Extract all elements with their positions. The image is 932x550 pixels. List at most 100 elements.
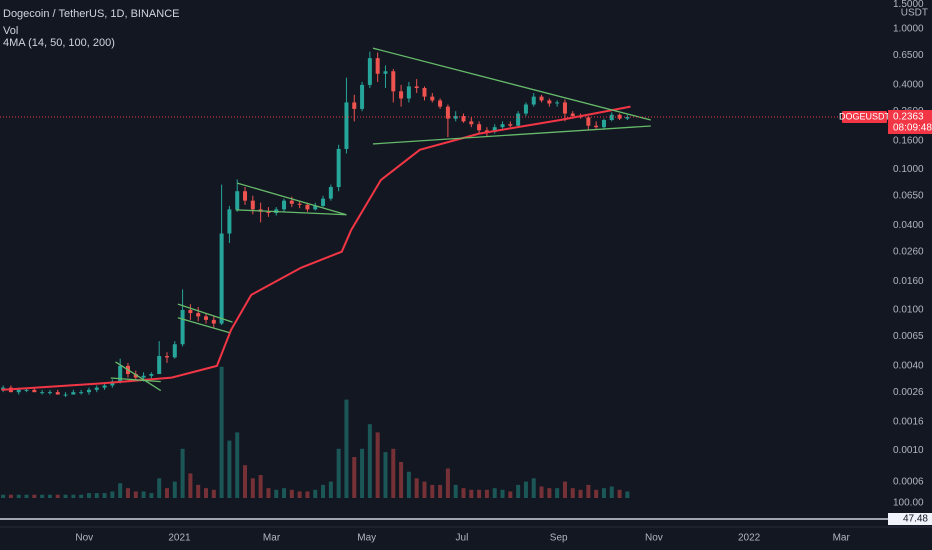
volume-bar: [414, 478, 419, 498]
candle-body: [266, 211, 271, 213]
volume-bar: [32, 494, 37, 498]
candle-body: [360, 84, 365, 109]
volume-bar: [422, 481, 427, 498]
candle-body: [141, 375, 146, 378]
volume-bar: [484, 489, 489, 498]
candle-body: [469, 121, 474, 125]
volume-bar: [469, 489, 474, 498]
candle-body: [94, 387, 99, 390]
plot-area: [1, 47, 651, 498]
candle-body: [445, 106, 450, 119]
volume-bar: [227, 440, 232, 498]
candle-body: [625, 117, 630, 119]
candle-body: [157, 356, 162, 375]
candle-body: [79, 392, 84, 394]
trendline: [237, 182, 347, 216]
volume-bar: [40, 494, 45, 498]
trendline: [177, 303, 233, 323]
candle-body: [63, 394, 68, 396]
volume-bar: [555, 488, 560, 498]
volume-bar: [71, 494, 76, 498]
symbol-label: DOGEUSDT: [839, 111, 891, 121]
candle-body: [617, 114, 622, 119]
candle-body: [16, 389, 21, 393]
volume-bar: [321, 484, 326, 498]
volume-bar: [586, 484, 591, 498]
volume-bar: [508, 491, 513, 498]
trendline: [372, 47, 651, 121]
candle-body: [383, 71, 388, 74]
volume-bar: [180, 448, 185, 498]
candle-body: [570, 113, 575, 117]
chart-title: Dogecoin / TetherUS, 1D, BINANCE: [3, 8, 179, 20]
candle-body: [250, 200, 255, 210]
volume-bar: [47, 494, 52, 498]
volume-bar: [328, 481, 333, 498]
volume-bar: [477, 489, 482, 498]
candle-body: [219, 233, 224, 324]
volume-bar: [141, 491, 146, 498]
volume-bar: [1, 494, 6, 498]
volume-bar: [172, 481, 177, 498]
volume-bar: [8, 494, 13, 498]
volume-bar: [79, 494, 84, 498]
y-unit: USDT: [901, 8, 928, 19]
candle-body: [555, 102, 560, 104]
candle-body: [539, 96, 544, 101]
volume-bar: [118, 483, 123, 498]
y-tick-label: 0.0260: [893, 246, 924, 257]
volume-bar: [157, 478, 162, 498]
candle-body: [55, 392, 60, 395]
ma-line: [1, 105, 631, 391]
volume-bar: [16, 494, 21, 498]
volume-bar: [204, 488, 209, 498]
trendline: [372, 125, 651, 145]
candle-body: [414, 86, 419, 89]
volume-bar: [360, 448, 365, 498]
volume-bar: [461, 488, 466, 498]
candle-body: [289, 200, 294, 204]
volume-bar: [211, 489, 216, 498]
candle-body: [484, 130, 489, 132]
price-label-bg: [888, 110, 932, 135]
volume-bar: [500, 489, 505, 498]
volume-bar: [391, 448, 396, 498]
volume-bar: [235, 432, 240, 498]
candle-body: [40, 392, 45, 394]
candle-body: [375, 58, 380, 74]
trendline: [235, 209, 347, 216]
volume-bar: [547, 488, 552, 498]
volume-bar: [594, 489, 599, 498]
volume-bar: [164, 488, 169, 498]
volume-bar: [250, 478, 255, 498]
y-tick-label: 0.0100: [893, 305, 924, 316]
volume-bar: [110, 491, 115, 498]
volume-axis-label: 100.00: [893, 498, 924, 509]
candle-body: [406, 86, 411, 99]
volume-bar: [617, 489, 622, 498]
candle-body: [500, 124, 505, 128]
y-tick-label: 0.1000: [893, 164, 924, 175]
y-tick-label: 0.1600: [893, 135, 924, 146]
y-tick-label: 0.0040: [893, 361, 924, 372]
y-tick-label: 1.0000: [893, 24, 924, 35]
volume-bar: [367, 424, 372, 498]
candle-body: [118, 365, 123, 382]
trendline: [177, 317, 230, 334]
candle-body: [453, 116, 458, 119]
candle-body: [438, 100, 443, 107]
volume-bar: [219, 366, 224, 498]
volume-bar: [196, 484, 201, 498]
y-tick-label: 0.6500: [893, 50, 924, 61]
y-tick-label: 0.0160: [893, 276, 924, 287]
volume-bar: [578, 489, 583, 498]
volume-bar: [375, 432, 380, 498]
x-tick-label: 2022: [738, 533, 761, 544]
volume-bar: [86, 493, 91, 498]
volume-bar: [445, 468, 450, 498]
candle-body: [1, 387, 6, 390]
candle-body: [586, 117, 591, 126]
volume-bar: [609, 486, 614, 498]
volume-bar: [24, 494, 29, 498]
